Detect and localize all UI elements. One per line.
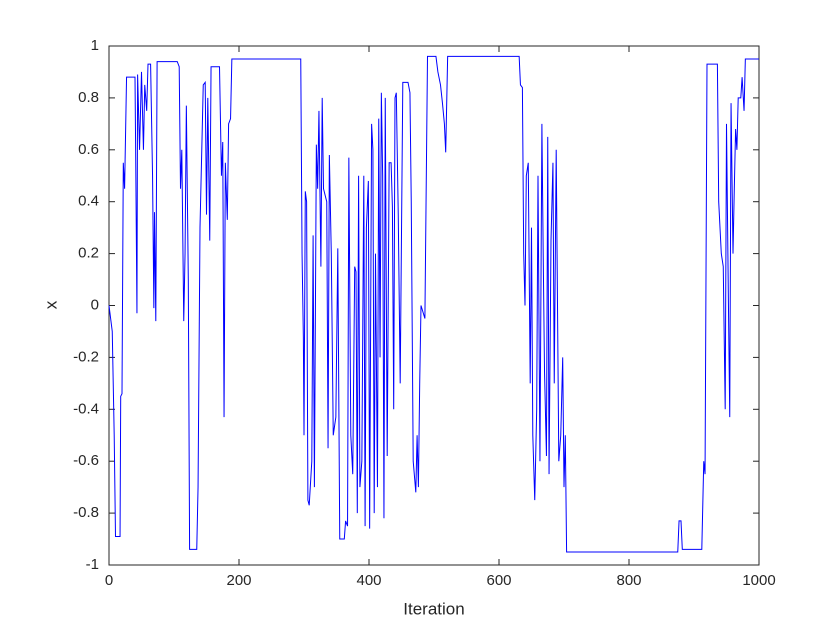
x-tick-label: 200 bbox=[226, 572, 251, 589]
y-tick-label: 0 bbox=[91, 296, 99, 313]
x-axis-label: Iteration bbox=[403, 599, 464, 618]
y-tick-label: -0.4 bbox=[73, 400, 99, 417]
x-tick-label: 1000 bbox=[742, 572, 775, 589]
y-tick-label: 0.2 bbox=[78, 245, 99, 262]
y-axis-label: x bbox=[41, 300, 60, 309]
x-tick-label: 0 bbox=[105, 572, 113, 589]
y-tick-label: -0.2 bbox=[73, 348, 99, 365]
x-tick-label: 800 bbox=[616, 572, 641, 589]
y-tick-label: 0.4 bbox=[78, 193, 99, 210]
y-tick-label: 1 bbox=[91, 37, 99, 54]
y-tick-label: 0.6 bbox=[78, 141, 99, 158]
y-tick-label: -0.6 bbox=[73, 452, 99, 469]
data-line bbox=[108, 55, 759, 553]
x-tick-label: 600 bbox=[486, 572, 511, 589]
y-tick-label: -1 bbox=[86, 556, 99, 573]
plot-box bbox=[108, 45, 760, 566]
y-tick-label: -0.8 bbox=[73, 504, 99, 521]
y-tick-label: 0.8 bbox=[78, 89, 99, 106]
x-tick-label: 400 bbox=[356, 572, 381, 589]
